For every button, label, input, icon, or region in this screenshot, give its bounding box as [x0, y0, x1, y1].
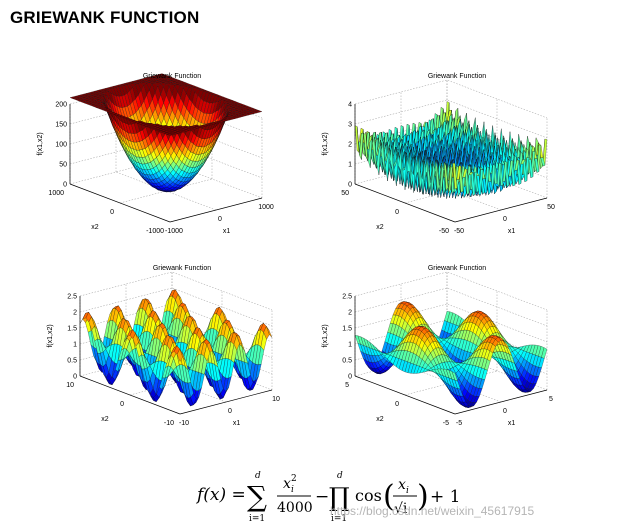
z-tick-label: 2.5 [67, 294, 77, 301]
z-tick-label: 100 [55, 142, 67, 149]
z-gridline [79, 271, 273, 311]
surface-mesh [79, 289, 273, 407]
z-tick-label: 50 [59, 162, 67, 169]
x2-tick-label: -10 [164, 420, 174, 427]
z-gridline [354, 99, 548, 139]
x2-tick-label: 0 [120, 401, 124, 408]
x1-axis [179, 389, 273, 415]
z-tick-label: 0 [73, 374, 77, 381]
z-gridline [69, 139, 263, 179]
chart-panel-5: -5 0 5 -5 0 5 0 0.5 1 1.5 2 2.5 x1 x2 f(x1,x2) Griewank… [322, 264, 577, 439]
z-gridline [69, 99, 263, 139]
x2-tick-label: 0 [395, 209, 399, 216]
surface-mesh [354, 301, 548, 408]
z-tick-label: 4 [348, 102, 352, 109]
x1-axis-label: x1 [223, 228, 231, 235]
z-tick-label: 3 [348, 122, 352, 129]
x1-tick-label: -1000 [165, 228, 183, 235]
z-tick-label: 0.5 [67, 358, 77, 365]
z-gridline [354, 79, 548, 119]
page-title: GRIEWANK FUNCTION [10, 8, 200, 27]
x2-tick-label: 0 [110, 209, 114, 216]
x2-tick-label: 1000 [48, 190, 64, 197]
x2-tick-label: 10 [66, 382, 74, 389]
x2-tick-label: 50 [341, 190, 349, 197]
z-tick-label: 1.5 [67, 326, 77, 333]
x1-tick-label: 10 [272, 396, 280, 403]
x1-tick-label: -50 [454, 228, 464, 235]
x1-axis [454, 197, 548, 223]
x1-tick-label: 0 [228, 408, 232, 415]
surface-patch [354, 125, 360, 154]
x1-axis-label: x1 [233, 420, 241, 427]
z-gridline [354, 287, 548, 327]
surface-patch [452, 162, 458, 190]
chart-svg: -10010-1001000.511.522.5x1x2f(x1,x2)Grie… [47, 265, 280, 427]
z-gridline [354, 319, 548, 359]
floor-gridline [119, 178, 213, 204]
x2-axis [354, 183, 456, 223]
z-gridline [354, 271, 548, 311]
z-gridline [69, 159, 263, 199]
z-tick-label: 0 [63, 182, 67, 189]
chart-panel-1000: -1000 0 1000 -1000 0 1000 0 50 100 150 200 x1 x2 f(x1… [37, 72, 292, 247]
z-gridline [69, 119, 263, 159]
x1-axis-label: x1 [508, 228, 515, 235]
surface-mesh [69, 73, 263, 193]
x1-tick-label: 0 [218, 216, 222, 223]
x2-axis-label: x2 [376, 224, 384, 231]
x2-axis [69, 183, 171, 223]
chart-svg: -505-50500.511.522.5x1x2f(x1,x2)Griewank… [322, 265, 553, 427]
z-gridline [79, 287, 273, 327]
z-gridline [79, 351, 273, 391]
chart-title: Griewank Function [143, 73, 201, 80]
z-tick-label: 200 [55, 102, 67, 109]
x1-tick-label: 0 [503, 216, 507, 223]
z-tick-label: 2 [73, 310, 77, 317]
z-axis-label: f(x1,x2) [47, 324, 54, 347]
z-gridline [79, 303, 273, 343]
z-gridline [354, 303, 548, 343]
x1-tick-label: -10 [179, 420, 189, 427]
surface-patch [176, 348, 183, 362]
chart-panel-10: -10 0 10 -10 0 10 0 0.5 1 1.5 2 2.5 x1 x2 f(x1,x2) Grie… [47, 264, 302, 439]
chart-title: Griewank Function [428, 73, 486, 80]
x2-axis-label: x2 [91, 224, 99, 231]
surface-patch [166, 133, 174, 136]
x2-axis [79, 375, 181, 415]
x1-tick-label: 50 [547, 204, 555, 211]
chart-panel-50: -50 0 50 -50 0 50 0 1 2 3 4 x1 x2 f(x1,x2) Griewank Fu… [322, 72, 577, 247]
z-tick-label: 150 [55, 122, 67, 129]
z-tick-label: 1 [73, 342, 77, 349]
x2-tick-label: -50 [439, 228, 449, 235]
x1-axis [169, 197, 263, 223]
surface-mesh [354, 101, 548, 199]
z-tick-label: 2 [348, 142, 352, 149]
x2-tick-label: -1000 [146, 228, 164, 235]
chart-svg: -100001000-100001000050100150200x1x2f(x1… [37, 73, 274, 235]
chart-title: Griewank Function [153, 265, 211, 272]
z-axis-label: f(x1,x2) [322, 132, 329, 155]
x1-tick-label: 1000 [258, 204, 274, 211]
x2-axis-label: x2 [101, 416, 109, 423]
z-tick-label: 0 [348, 182, 352, 189]
z-axis-label: f(x1,x2) [37, 132, 44, 155]
z-tick-label: 1 [348, 162, 352, 169]
